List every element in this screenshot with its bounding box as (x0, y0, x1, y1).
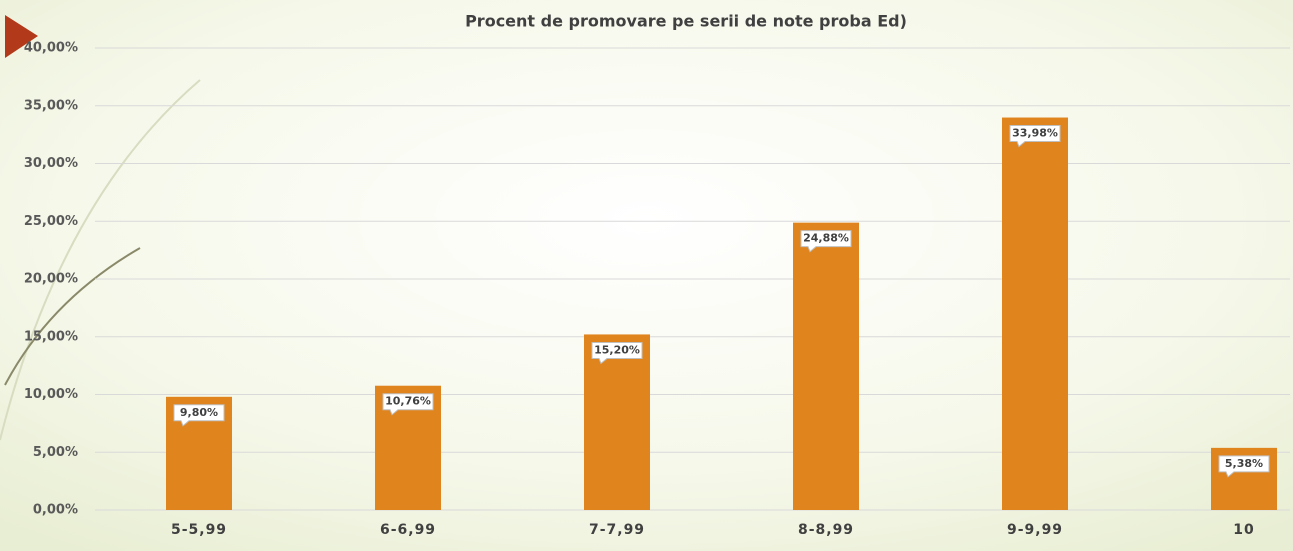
value-label-box (800, 230, 852, 253)
y-tick-label: 40,00% (24, 41, 78, 56)
bar (1002, 117, 1068, 510)
y-tick-label: 15,00% (24, 329, 78, 344)
y-tick-label: 0,00% (33, 503, 78, 518)
chart-title: Procent de promovare pe serii de note pr… (465, 12, 907, 31)
x-tick-label: 6-6,99 (380, 522, 436, 538)
value-label-box (173, 404, 225, 427)
value-label: 10,76% (385, 395, 431, 408)
decor-curve (0, 79, 201, 441)
y-tick-label: 25,00% (24, 214, 78, 229)
value-label: 5,38% (1225, 457, 1263, 470)
x-tick-label: 8-8,99 (798, 522, 854, 538)
value-label: 33,98% (1012, 127, 1058, 140)
value-label: 9,80% (180, 406, 218, 419)
decor-triangle (5, 15, 38, 58)
x-tick-label: 10 (1233, 522, 1254, 538)
value-label-box (382, 393, 434, 416)
x-tick-label: 7-7,99 (589, 522, 645, 538)
x-tick-label: 5-5,99 (171, 522, 227, 538)
value-label: 15,20% (594, 343, 640, 356)
decor-curve (4, 247, 141, 386)
value-label-box (1009, 125, 1061, 148)
y-tick-label: 20,00% (24, 272, 78, 287)
value-label: 24,88% (803, 232, 849, 245)
value-label-box (1218, 455, 1270, 478)
x-tick-label: 9-9,99 (1007, 522, 1063, 538)
y-tick-label: 10,00% (24, 387, 78, 402)
y-tick-label: 35,00% (24, 98, 78, 113)
bar (793, 222, 859, 511)
bar (584, 334, 650, 510)
y-tick-label: 5,00% (33, 445, 78, 460)
y-tick-label: 30,00% (24, 156, 78, 171)
value-label-box (591, 341, 643, 365)
